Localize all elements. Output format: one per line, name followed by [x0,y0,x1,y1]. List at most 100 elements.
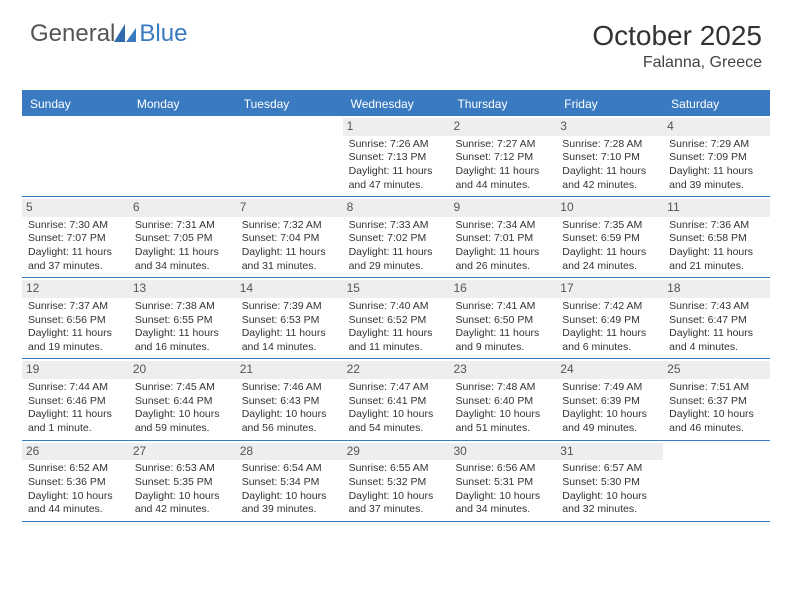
calendar: SundayMondayTuesdayWednesdayThursdayFrid… [22,90,770,522]
day-cell: 7Sunrise: 7:32 AMSunset: 7:04 PMDaylight… [236,197,343,277]
daylight2-text: and 44 minutes. [28,503,125,517]
day-number: 8 [343,199,450,217]
day-cell: 28Sunrise: 6:54 AMSunset: 5:34 PMDayligh… [236,441,343,521]
day-number: 30 [449,443,556,461]
daylight1-text: Daylight: 10 hours [455,408,552,422]
daylight2-text: and 42 minutes. [135,503,232,517]
daylight1-text: Daylight: 10 hours [242,408,339,422]
day-header: Monday [129,92,236,116]
daylight1-text: Daylight: 11 hours [135,246,232,260]
day-header: Friday [556,92,663,116]
week-row: 19Sunrise: 7:44 AMSunset: 6:46 PMDayligh… [22,359,770,440]
day-cell: 29Sunrise: 6:55 AMSunset: 5:32 PMDayligh… [343,441,450,521]
sunset-text: Sunset: 6:47 PM [669,314,766,328]
sunset-text: Sunset: 7:09 PM [669,151,766,165]
daylight2-text: and 39 minutes. [242,503,339,517]
daylight2-text: and 56 minutes. [242,422,339,436]
day-cell: 9Sunrise: 7:34 AMSunset: 7:01 PMDaylight… [449,197,556,277]
daylight2-text: and 4 minutes. [669,341,766,355]
daylight1-text: Daylight: 11 hours [349,246,446,260]
daylight2-text: and 54 minutes. [349,422,446,436]
daylight1-text: Daylight: 11 hours [28,327,125,341]
day-cell: 27Sunrise: 6:53 AMSunset: 5:35 PMDayligh… [129,441,236,521]
sunset-text: Sunset: 6:44 PM [135,395,232,409]
day-number: 26 [22,443,129,461]
daylight2-text: and 34 minutes. [135,260,232,274]
day-cell: 14Sunrise: 7:39 AMSunset: 6:53 PMDayligh… [236,278,343,358]
daylight2-text: and 9 minutes. [455,341,552,355]
day-cell: 30Sunrise: 6:56 AMSunset: 5:31 PMDayligh… [449,441,556,521]
sunrise-text: Sunrise: 7:40 AM [349,300,446,314]
day-header: Thursday [449,92,556,116]
sunrise-text: Sunrise: 7:35 AM [562,219,659,233]
sunset-text: Sunset: 6:56 PM [28,314,125,328]
sunrise-text: Sunrise: 6:56 AM [455,462,552,476]
daylight2-text: and 37 minutes. [349,503,446,517]
day-header: Tuesday [236,92,343,116]
day-header: Wednesday [343,92,450,116]
daylight2-text: and 59 minutes. [135,422,232,436]
day-number: 2 [449,118,556,136]
sunset-text: Sunset: 6:58 PM [669,232,766,246]
sunset-text: Sunset: 7:07 PM [28,232,125,246]
daylight2-text: and 11 minutes. [349,341,446,355]
daylight1-text: Daylight: 11 hours [562,327,659,341]
sunrise-text: Sunrise: 7:29 AM [669,138,766,152]
day-number: 16 [449,280,556,298]
sunrise-text: Sunrise: 7:30 AM [28,219,125,233]
day-cell [22,116,129,196]
daylight1-text: Daylight: 11 hours [455,327,552,341]
sunrise-text: Sunrise: 7:39 AM [242,300,339,314]
day-cell: 4Sunrise: 7:29 AMSunset: 7:09 PMDaylight… [663,116,770,196]
day-number: 3 [556,118,663,136]
sunset-text: Sunset: 5:35 PM [135,476,232,490]
daylight1-text: Daylight: 11 hours [669,165,766,179]
sunset-text: Sunset: 6:53 PM [242,314,339,328]
sunset-text: Sunset: 6:41 PM [349,395,446,409]
day-cell: 17Sunrise: 7:42 AMSunset: 6:49 PMDayligh… [556,278,663,358]
sunset-text: Sunset: 7:13 PM [349,151,446,165]
week-row: 26Sunrise: 6:52 AMSunset: 5:36 PMDayligh… [22,441,770,522]
daylight2-text: and 46 minutes. [669,422,766,436]
day-cell: 13Sunrise: 7:38 AMSunset: 6:55 PMDayligh… [129,278,236,358]
sunset-text: Sunset: 6:40 PM [455,395,552,409]
sunset-text: Sunset: 6:37 PM [669,395,766,409]
sunrise-text: Sunrise: 7:33 AM [349,219,446,233]
day-cell: 31Sunrise: 6:57 AMSunset: 5:30 PMDayligh… [556,441,663,521]
sunrise-text: Sunrise: 7:51 AM [669,381,766,395]
day-number: 22 [343,361,450,379]
day-number: 12 [22,280,129,298]
daylight2-text: and 49 minutes. [562,422,659,436]
day-header-row: SundayMondayTuesdayWednesdayThursdayFrid… [22,92,770,116]
day-cell: 15Sunrise: 7:40 AMSunset: 6:52 PMDayligh… [343,278,450,358]
daylight1-text: Daylight: 10 hours [562,490,659,504]
day-number: 13 [129,280,236,298]
daylight2-text: and 34 minutes. [455,503,552,517]
sunrise-text: Sunrise: 7:36 AM [669,219,766,233]
day-cell: 20Sunrise: 7:45 AMSunset: 6:44 PMDayligh… [129,359,236,439]
sunset-text: Sunset: 6:50 PM [455,314,552,328]
sunset-text: Sunset: 7:04 PM [242,232,339,246]
sunrise-text: Sunrise: 7:48 AM [455,381,552,395]
daylight2-text: and 29 minutes. [349,260,446,274]
sunrise-text: Sunrise: 7:31 AM [135,219,232,233]
day-number: 20 [129,361,236,379]
daylight1-text: Daylight: 11 hours [242,246,339,260]
logo-word2: Blue [139,20,187,48]
daylight2-text: and 37 minutes. [28,260,125,274]
daylight1-text: Daylight: 11 hours [349,327,446,341]
daylight1-text: Daylight: 11 hours [669,327,766,341]
sunrise-text: Sunrise: 6:53 AM [135,462,232,476]
daylight2-text: and 16 minutes. [135,341,232,355]
page-header: General Blue October 2025 Falanna, Greec… [0,0,792,82]
day-number: 17 [556,280,663,298]
day-cell: 19Sunrise: 7:44 AMSunset: 6:46 PMDayligh… [22,359,129,439]
day-cell: 10Sunrise: 7:35 AMSunset: 6:59 PMDayligh… [556,197,663,277]
day-number: 9 [449,199,556,217]
sunset-text: Sunset: 5:30 PM [562,476,659,490]
daylight1-text: Daylight: 10 hours [28,490,125,504]
daylight1-text: Daylight: 10 hours [562,408,659,422]
daylight1-text: Daylight: 11 hours [669,246,766,260]
daylight2-text: and 47 minutes. [349,179,446,193]
day-number: 21 [236,361,343,379]
